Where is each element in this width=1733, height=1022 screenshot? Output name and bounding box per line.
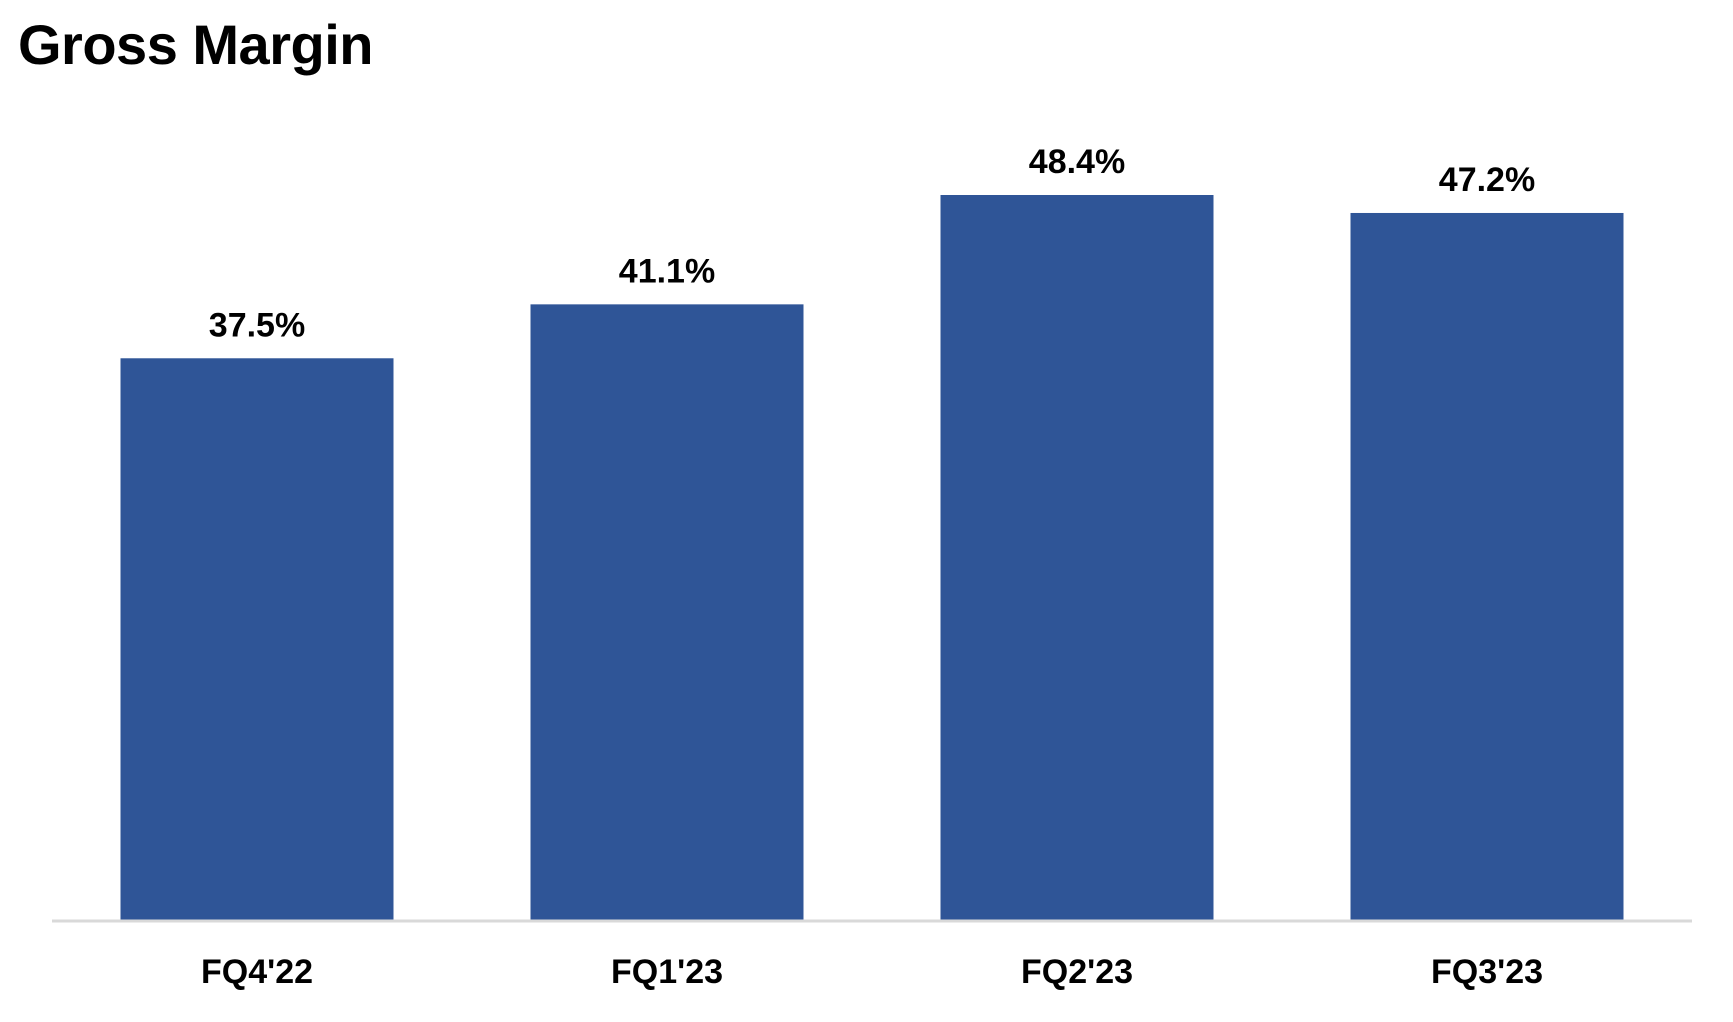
- data-label: 41.1%: [619, 252, 715, 290]
- bars-layer: [120, 195, 1624, 920]
- bar-fq123: [530, 304, 804, 920]
- bar-fq422: [120, 358, 394, 920]
- chart-title: Gross Margin: [18, 13, 373, 76]
- x-tick-label: FQ2'23: [1021, 953, 1133, 991]
- x-tick-label: FQ4'22: [201, 953, 313, 991]
- data-label: 48.4%: [1029, 143, 1125, 181]
- x-tick-label: FQ1'23: [611, 953, 723, 991]
- data-label: 37.5%: [209, 306, 305, 344]
- data-label: 47.2%: [1439, 161, 1535, 199]
- bar-fq323: [1350, 212, 1624, 920]
- x-tick-label: FQ3'23: [1431, 953, 1543, 991]
- labels-layer: 37.5% 41.1% 48.4% 47.2%: [209, 143, 1535, 344]
- x-tick-labels: FQ4'22 FQ1'23 FQ2'23 FQ3'23: [201, 953, 1543, 991]
- bar-fq223: [940, 195, 1214, 920]
